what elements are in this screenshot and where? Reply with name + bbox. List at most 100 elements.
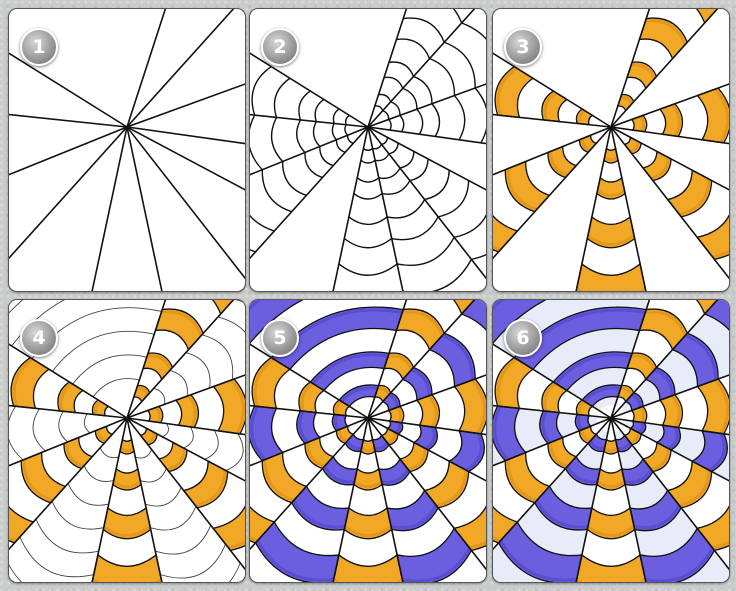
orange-band-shade: [435, 470, 468, 507]
radial-line: [250, 417, 369, 467]
step-panel-2: 2: [249, 8, 487, 292]
web-strand: [19, 536, 94, 578]
web-arc: [298, 90, 311, 121]
step-number-badge: 2: [261, 28, 299, 66]
web-arc: [331, 123, 338, 141]
step-3-drawing: [493, 9, 729, 291]
radial-line: [126, 417, 245, 482]
orange-band: [638, 17, 689, 60]
purple-band-shade: [624, 468, 653, 484]
radial-line: [493, 404, 612, 419]
radial-line: [610, 9, 719, 128]
purple-band-shade: [381, 468, 410, 484]
web-arc: [304, 152, 323, 179]
web-arc: [374, 105, 384, 111]
radial-line: [367, 374, 486, 419]
web-strand: [183, 426, 194, 449]
web-strand: [225, 433, 244, 471]
orange-band-shade: [427, 394, 438, 428]
web-arc: [402, 259, 473, 291]
radial-line: [610, 417, 729, 436]
radial-line: [610, 300, 719, 419]
purple-band-shade: [493, 405, 510, 461]
step-panel-3: 3: [492, 8, 730, 292]
radial-line: [9, 417, 128, 551]
radial-line: [91, 417, 128, 582]
web-strand: [58, 411, 68, 443]
radial-line: [9, 343, 128, 419]
orange-band-shade: [161, 310, 203, 337]
radial-line: [610, 417, 647, 582]
purple-band-shade: [311, 353, 389, 385]
orange-band: [695, 300, 719, 316]
radial-line: [9, 52, 128, 128]
orange-band-shade: [395, 406, 403, 424]
purple-band-shade: [535, 499, 589, 529]
radial-line: [250, 343, 369, 419]
web-arc: [388, 119, 392, 131]
orange-band-shade: [377, 386, 391, 396]
purple-band-shade: [631, 393, 642, 408]
radial-line: [493, 113, 612, 128]
purple-band-shade: [323, 465, 355, 484]
step-number-badge: 4: [20, 319, 58, 357]
step-number-badge: 5: [261, 319, 299, 357]
web-strand: [9, 300, 24, 314]
web-arc: [273, 77, 291, 118]
step-5-drawing: [250, 300, 486, 582]
radial-line: [9, 113, 128, 128]
purple-band-shade: [617, 441, 632, 451]
web-arc: [356, 177, 380, 183]
step-1-drawing: [9, 9, 245, 291]
orange-band: [211, 300, 235, 316]
radial-line: [610, 126, 729, 280]
web-arc: [319, 146, 334, 167]
web-strand: [145, 487, 182, 507]
radial-line: [610, 126, 729, 191]
web-strand: [160, 543, 226, 579]
radial-line: [126, 374, 245, 419]
web-arc: [453, 95, 466, 141]
radial-line: [610, 126, 729, 145]
orange-band-shade: [543, 382, 557, 412]
web-strand: [9, 406, 24, 461]
orange-band-shade: [112, 480, 142, 489]
purple-band-shade: [541, 410, 552, 444]
purple-band-shade: [250, 405, 267, 461]
radial-line: [126, 126, 245, 145]
web-arc: [471, 253, 486, 261]
orange-band: [154, 308, 205, 351]
orange-band-shade: [587, 525, 635, 538]
radial-line: [9, 404, 128, 419]
radial-line: [493, 126, 612, 260]
radial-line: [493, 52, 612, 128]
orange-band-shade: [577, 400, 586, 416]
purple-band-shade: [334, 414, 341, 431]
radial-line: [126, 9, 167, 128]
orange-band-shade: [603, 447, 619, 453]
purple-band-shade: [708, 432, 726, 472]
step-panel-1: 1: [8, 8, 246, 292]
orange-band-shade: [587, 234, 635, 247]
web-arc: [402, 87, 418, 110]
orange-band-shade: [620, 386, 634, 396]
radial-line: [367, 300, 476, 419]
orange-band-shade: [496, 357, 518, 407]
web-arc: [270, 117, 284, 162]
orange-band: [493, 505, 519, 544]
orange-band-shade: [230, 379, 245, 435]
web-arc: [416, 108, 424, 135]
radial-line: [367, 9, 476, 128]
web-arc: [399, 114, 405, 133]
web-strand: [169, 370, 188, 397]
web-arc: [382, 109, 390, 120]
web-strand: [83, 413, 91, 434]
web-arc: [343, 237, 393, 249]
web-arc: [335, 139, 346, 153]
web-strand: [99, 447, 119, 459]
purple-band-shade: [637, 421, 645, 434]
radial-line: [610, 83, 729, 128]
web-arc: [429, 57, 456, 96]
orange-band-shade: [670, 103, 681, 137]
purple-band-shade: [667, 426, 679, 450]
